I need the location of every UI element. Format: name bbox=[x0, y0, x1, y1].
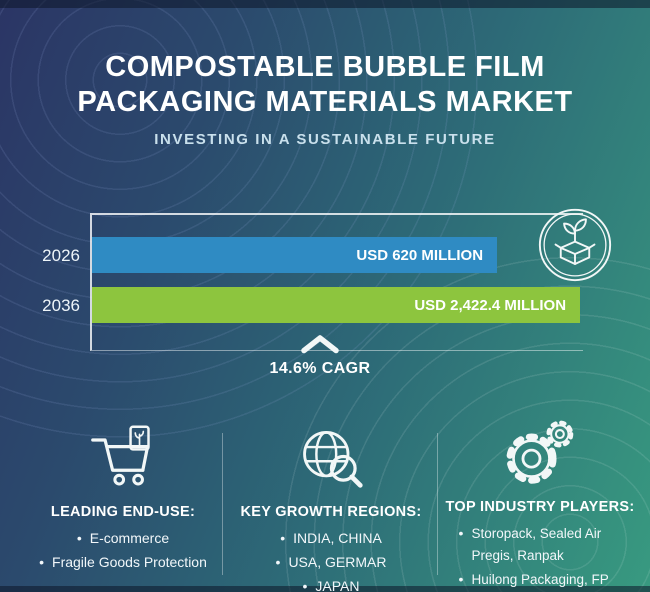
header: COMPOSTABLE BUBBLE FILM PACKAGING MATERI… bbox=[0, 50, 650, 148]
list-item-text: JAPAN bbox=[315, 577, 360, 592]
bullet-dot: • bbox=[39, 553, 45, 570]
title-line-1: COMPOSTABLE BUBBLE FILM bbox=[105, 51, 545, 83]
bullet-dot: • bbox=[76, 530, 82, 546]
bottom-edge-band bbox=[0, 586, 650, 592]
page-title: COMPOSTABLE BUBBLE FILM PACKAGING MATERI… bbox=[0, 50, 650, 121]
bullet-dot: • bbox=[458, 525, 464, 541]
shopping-cart-icon bbox=[83, 420, 163, 494]
list-item: • USA, GERMAR bbox=[233, 551, 429, 575]
list-item-text: INDIA, CHINA bbox=[293, 530, 382, 546]
list-item-text: USA, GERMAR bbox=[288, 553, 387, 570]
bullet-dot: • bbox=[275, 553, 281, 570]
eco-packaging-icon bbox=[537, 207, 613, 283]
list-item-text: Storopack, Sealed Air Pregis, Ranpak bbox=[471, 526, 602, 564]
gears-icon bbox=[500, 415, 580, 489]
list-item: • JAPAN bbox=[233, 575, 429, 592]
axis-label-2036: 2036 bbox=[42, 296, 80, 315]
section-leading-end-use: LEADING END-USE: • E-commerce • Fragile … bbox=[28, 420, 218, 575]
bar-2036-value-label: USD 2,422.4 MILLION bbox=[414, 296, 567, 314]
list-item: • Fragile Goods Protection bbox=[28, 551, 218, 575]
section-title-key-growth-regions: KEY GROWTH REGIONS: bbox=[240, 504, 422, 520]
list-item: • Huilong Packaging, FP Corporation bbox=[459, 568, 622, 592]
top-industry-players-list: • Storopack, Sealed Air Pregis, Ranpak •… bbox=[459, 522, 622, 592]
bar-2026-value-label: USD 620 MILLION bbox=[356, 246, 484, 264]
column-divider-2 bbox=[437, 433, 438, 575]
list-item-text: E-commerce bbox=[89, 530, 170, 546]
section-key-growth-regions: KEY GROWTH REGIONS: • INDIA, CHINA • USA… bbox=[233, 420, 429, 592]
cagr-label: 14.6% CAGR bbox=[269, 360, 371, 377]
bullet-dot: • bbox=[458, 570, 464, 587]
bullet-dot: • bbox=[302, 577, 308, 592]
list-item: • E-commerce bbox=[28, 527, 218, 551]
top-edge-band bbox=[0, 0, 650, 8]
list-item: • Storopack, Sealed Air Pregis, Ranpak bbox=[459, 522, 622, 568]
axis-label-2026: 2026 bbox=[42, 246, 80, 265]
section-title-leading-end-use: LEADING END-USE: bbox=[50, 504, 196, 520]
bullet-dot: • bbox=[280, 530, 286, 546]
section-top-industry-players: TOP INDUSTRY PLAYERS: • Storopack, Seale… bbox=[438, 415, 642, 592]
title-line-2: PACKAGING MATERIALS MARKET bbox=[77, 86, 573, 119]
page-subtitle: INVESTING IN A SUSTAINABLE FUTURE bbox=[154, 130, 496, 148]
column-divider-1 bbox=[222, 433, 223, 575]
list-item-text: Huilong Packaging, FP Corporation bbox=[471, 571, 609, 587]
section-title-top-industry-players: TOP INDUSTRY PLAYERS: bbox=[445, 499, 635, 515]
key-growth-regions-list: • INDIA, CHINA • USA, GERMAR • JAPAN bbox=[233, 527, 429, 592]
list-item: • INDIA, CHINA bbox=[233, 527, 429, 551]
list-item-text: Fragile Goods Protection bbox=[52, 553, 207, 570]
bar-chart: USD 620 MILLION USD 2,422.4 MILLION bbox=[90, 213, 583, 351]
growth-chevron-up-icon bbox=[300, 334, 340, 354]
bar-2036: USD 2,422.4 MILLION bbox=[92, 287, 581, 323]
bar-2026: USD 620 MILLION bbox=[92, 237, 498, 273]
leading-end-use-list: • E-commerce • Fragile Goods Protection bbox=[28, 527, 218, 575]
globe-search-icon bbox=[295, 420, 367, 494]
